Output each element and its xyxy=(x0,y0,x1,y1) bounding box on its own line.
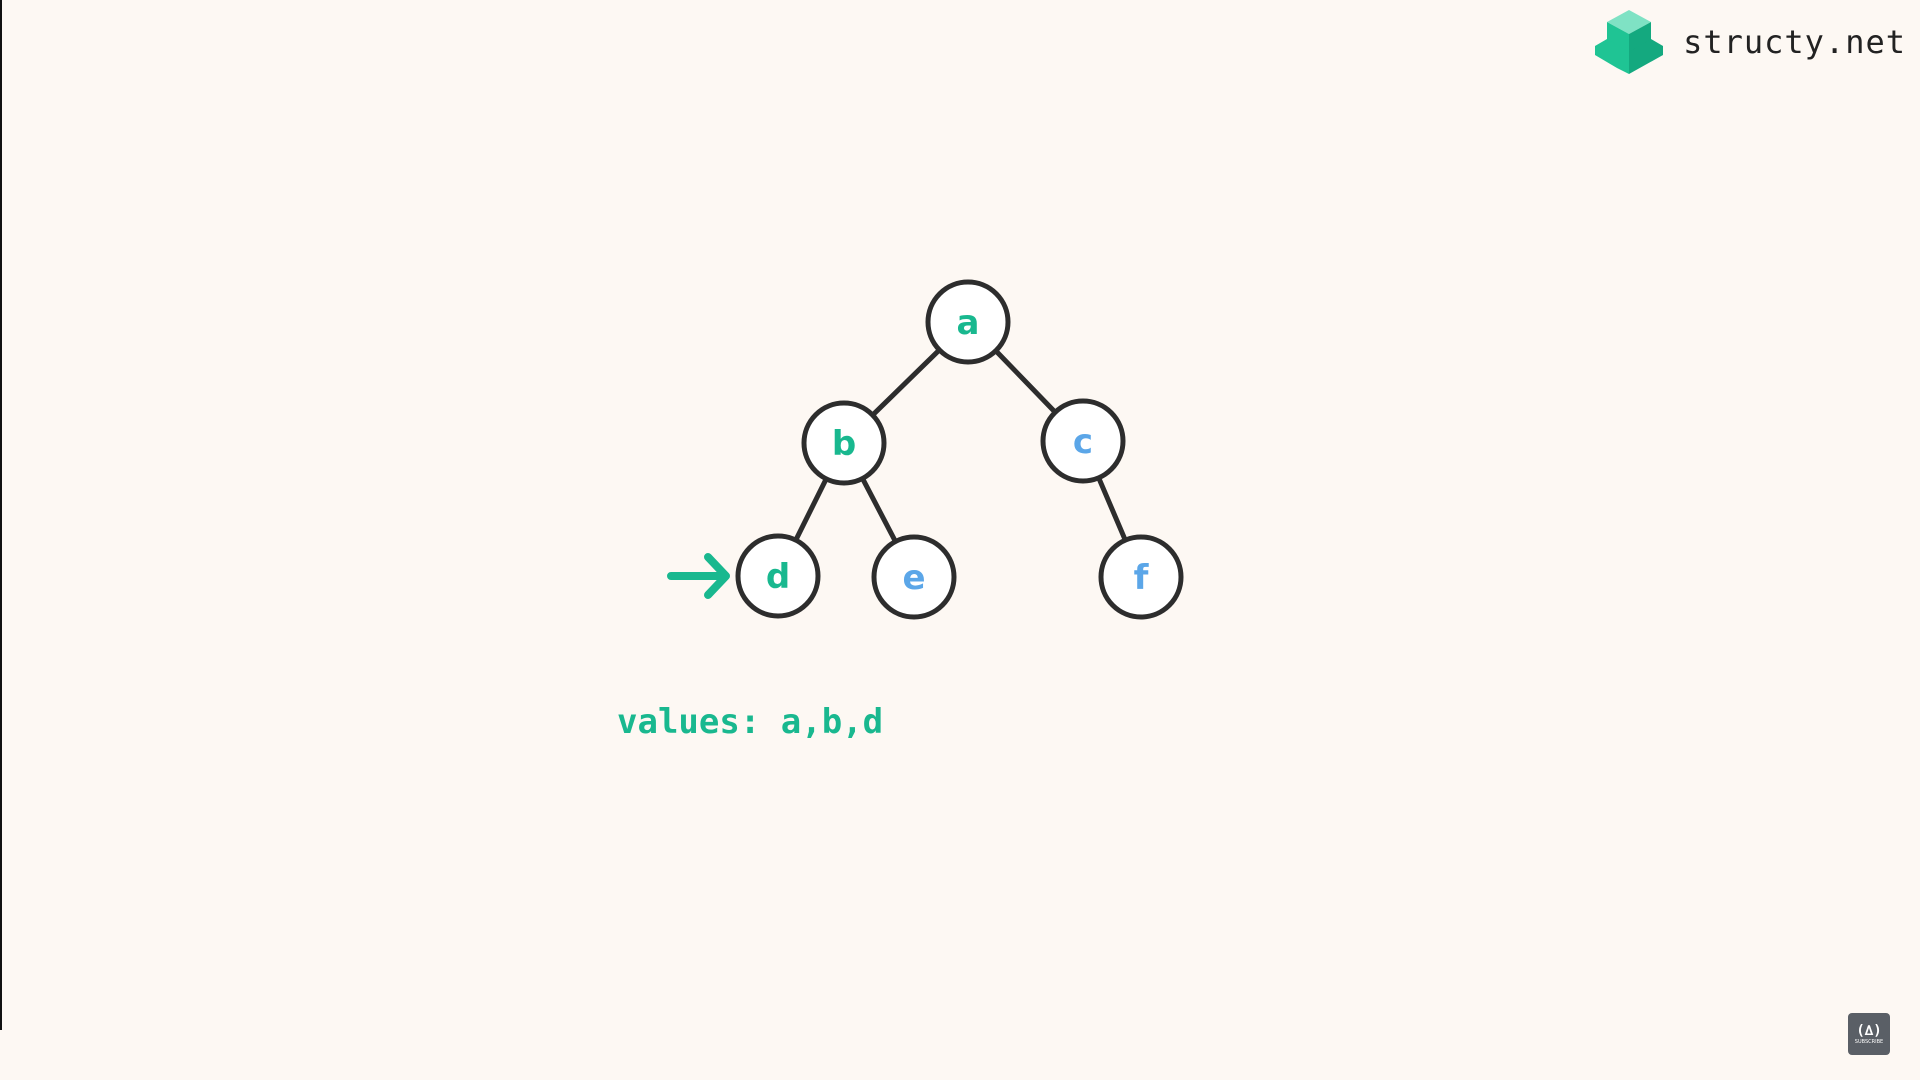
edge-c-f xyxy=(1099,478,1126,540)
node-label-a: a xyxy=(957,303,980,343)
edge-b-e xyxy=(863,478,896,541)
tree-node-d: d xyxy=(738,536,818,616)
pointer-arrow-icon xyxy=(671,557,726,595)
subscribe-label: SUBSCRIBE xyxy=(1855,1039,1883,1045)
tree-node-b: b xyxy=(804,403,884,483)
freecodecamp-icon: (∆) xyxy=(1856,1023,1881,1039)
node-label-f: f xyxy=(1134,558,1150,598)
tree-nodes: a b c d e f xyxy=(738,282,1181,617)
tree-node-e: e xyxy=(874,537,954,617)
node-label-c: c xyxy=(1073,422,1093,462)
node-label-d: d xyxy=(766,557,790,597)
node-label-b: b xyxy=(832,424,856,464)
tree-node-f: f xyxy=(1101,537,1181,617)
node-label-e: e xyxy=(902,558,925,598)
traversal-pointer xyxy=(671,557,726,595)
edge-a-c xyxy=(996,351,1055,412)
edge-b-d xyxy=(796,479,826,540)
values-output: values: a,b,d xyxy=(617,702,883,742)
subscribe-badge[interactable]: (∆) SUBSCRIBE xyxy=(1848,1013,1890,1055)
tree-node-a: a xyxy=(928,282,1008,362)
edge-a-b xyxy=(873,350,940,415)
tree-node-c: c xyxy=(1043,401,1123,481)
